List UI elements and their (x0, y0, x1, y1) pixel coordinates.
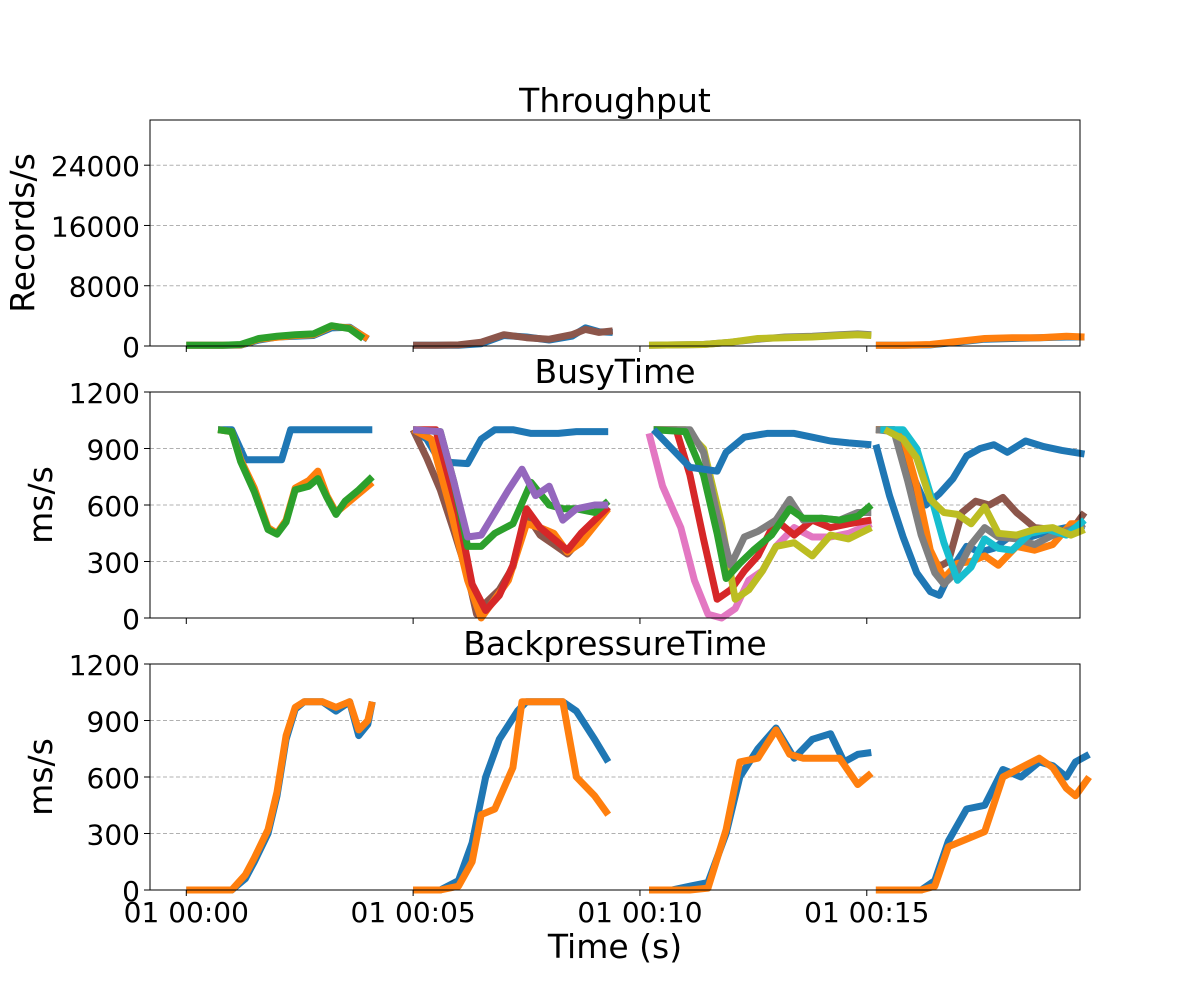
backpressure-x-ticks (185, 890, 868, 896)
busytime-title: BusyTime (534, 352, 695, 391)
series-line-2 (217, 426, 375, 538)
series-line-8 (875, 332, 1085, 349)
series-line-8 (412, 426, 609, 541)
busytime-x-ticks (185, 618, 868, 624)
series-line-13 (653, 426, 874, 582)
series-line-6 (413, 426, 611, 614)
throughput-title: Throughput (518, 81, 711, 120)
series-line-6 (648, 331, 872, 349)
y-tick-label: 300 (87, 819, 140, 852)
series-line-4 (413, 325, 614, 349)
backpressure-title: BackpressureTime (463, 624, 766, 663)
series-line-2 (186, 322, 366, 349)
y-tick-label: 16000 (51, 210, 140, 243)
x-tick-label: 01 00:10 (577, 896, 702, 929)
y-tick-label: 600 (87, 490, 140, 523)
series-line-14 (651, 427, 872, 475)
series-line-21 (883, 426, 1086, 539)
y-tick-label: 0 (122, 603, 140, 636)
series-line-10 (653, 426, 872, 603)
backpressure-panel: 0 300 600 900 1200 BackpressureTime ms/s (21, 624, 1092, 908)
y-tick-label: 900 (87, 434, 140, 467)
backpressure-y-label: ms/s (21, 738, 60, 816)
y-tick-label: 300 (87, 547, 140, 580)
series-line-7 (875, 754, 1092, 894)
x-axis-label: Time (s) (547, 927, 682, 966)
throughput-x-ticks (185, 346, 868, 352)
throughput-y-ticks: 0 8000 16000 24000 (51, 150, 150, 364)
throughput-axes-frame (149, 119, 1081, 347)
x-tick-label: 01 00:00 (124, 896, 249, 929)
throughput-panel: 0 8000 16000 24000 Throughput Records/s (3, 81, 1085, 364)
busytime-y-ticks: 0 300 600 900 1200 (69, 377, 150, 636)
y-tick-label: 0 (122, 331, 140, 364)
busytime-panel: 0 300 600 900 1200 BusyTime ms/s (21, 352, 1088, 636)
backpressure-gridlines (150, 663, 1080, 834)
x-tick-label: 01 00:15 (804, 896, 929, 929)
backpressure-series (186, 698, 1092, 894)
y-tick-label: 1200 (69, 649, 140, 682)
series-line-3 (413, 698, 612, 894)
y-tick-label: 600 (87, 762, 140, 795)
throughput-gridlines (150, 164, 1080, 287)
series-line-19 (875, 426, 1086, 588)
busytime-y-label: ms/s (21, 466, 60, 544)
y-tick-label: 8000 (69, 271, 140, 304)
busytime-series (217, 426, 1088, 622)
throughput-y-label: Records/s (3, 153, 42, 313)
backpressure-y-ticks: 0 300 600 900 1200 (69, 649, 150, 908)
y-tick-label: 1200 (69, 377, 140, 410)
y-tick-label: 0 (122, 875, 140, 908)
y-tick-label: 900 (87, 706, 140, 739)
throughput-series (186, 322, 1085, 349)
series-line-1 (186, 698, 376, 894)
x-tick-labels: 01 00:00 01 00:05 01 00:10 01 00:15 (124, 896, 930, 929)
x-tick-label: 01 00:05 (351, 896, 476, 929)
series-line-2 (413, 698, 612, 894)
y-tick-label: 24000 (51, 150, 140, 183)
